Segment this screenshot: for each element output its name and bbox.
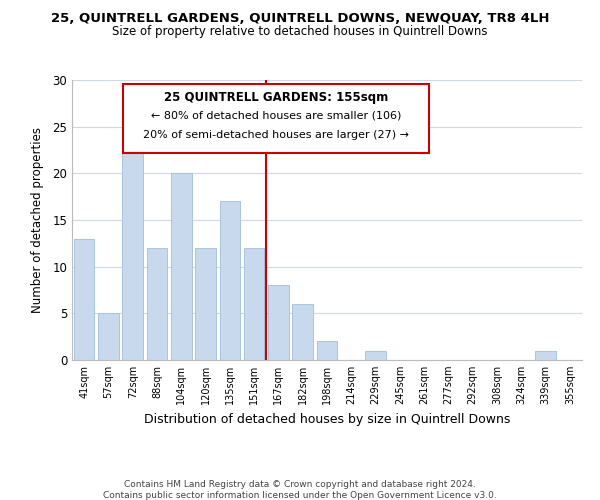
- Bar: [220, 202, 240, 360]
- Y-axis label: Number of detached properties: Number of detached properties: [31, 127, 44, 313]
- Bar: [268, 286, 289, 360]
- Bar: [195, 248, 216, 360]
- Bar: [98, 314, 119, 360]
- Text: ← 80% of detached houses are smaller (106): ← 80% of detached houses are smaller (10…: [151, 111, 401, 121]
- Bar: [74, 238, 94, 360]
- Text: Contains public sector information licensed under the Open Government Licence v3: Contains public sector information licen…: [103, 491, 497, 500]
- Text: 20% of semi-detached houses are larger (27) →: 20% of semi-detached houses are larger (…: [143, 130, 409, 140]
- Bar: [171, 174, 191, 360]
- Bar: [146, 248, 167, 360]
- Bar: [244, 248, 265, 360]
- Text: Contains HM Land Registry data © Crown copyright and database right 2024.: Contains HM Land Registry data © Crown c…: [124, 480, 476, 489]
- Text: 25, QUINTRELL GARDENS, QUINTRELL DOWNS, NEWQUAY, TR8 4LH: 25, QUINTRELL GARDENS, QUINTRELL DOWNS, …: [51, 12, 549, 26]
- Bar: [292, 304, 313, 360]
- Text: Size of property relative to detached houses in Quintrell Downs: Size of property relative to detached ho…: [112, 25, 488, 38]
- Bar: [365, 350, 386, 360]
- Bar: [317, 342, 337, 360]
- Text: 25 QUINTRELL GARDENS: 155sqm: 25 QUINTRELL GARDENS: 155sqm: [164, 91, 388, 104]
- Bar: [535, 350, 556, 360]
- Bar: [122, 126, 143, 360]
- FancyBboxPatch shape: [123, 84, 429, 153]
- X-axis label: Distribution of detached houses by size in Quintrell Downs: Distribution of detached houses by size …: [144, 412, 510, 426]
